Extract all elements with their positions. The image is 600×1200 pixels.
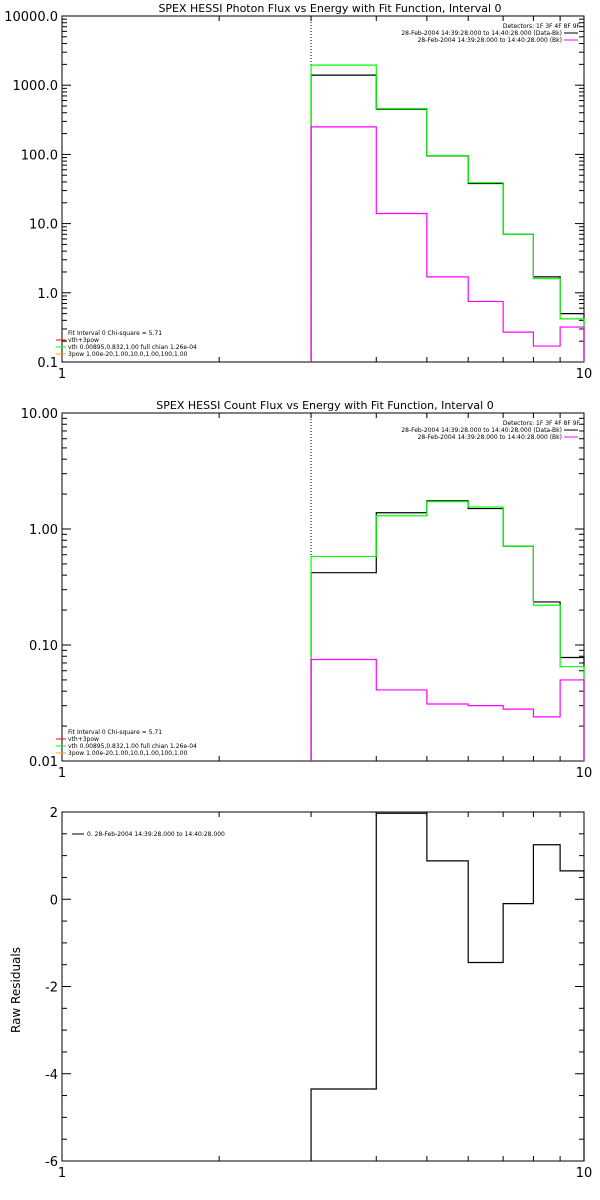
legend-bottom-entry: 3pow 1.00e-20,1.00,10.0,1.00,100,1.00 — [68, 750, 188, 757]
legend-top-entry: 28-Feb-2004 14:39:28.000 to 14:40:28.000… — [418, 434, 562, 441]
legend-bottom-entry: vth 0.00895,0.832,1.00 full chian 1.26e-… — [68, 743, 197, 750]
y-tick-label: -4 — [45, 1068, 58, 1083]
count-flux-panel: SPEX HESSI Count Flux vs Energy with Fit… — [21, 399, 592, 781]
y-tick-label: 1.00 — [29, 523, 58, 538]
legend-bottom-entry: vth+3pow — [68, 736, 99, 743]
legend-bottom-entry: 3pow 1.00e-20,1.00,10.0,1.00,100,1.00 — [68, 351, 188, 358]
series-line-1 — [310, 64, 585, 362]
y-tick-label: 100.0 — [21, 148, 58, 163]
legend-bottom-entry: vth 0.00895,0.832,1.00 full chian 1.26e-… — [68, 344, 197, 351]
y-tick-label: 0 — [50, 893, 58, 908]
x-tick-label: 10 — [576, 766, 593, 781]
detectors-label: Detectors: 1F 3F 4F 8F 9F — [503, 23, 581, 30]
legend-top-entry: 28-Feb-2004 14:39:28.000 to 14:40:28.000… — [401, 30, 562, 37]
y-tick-label: -2 — [45, 981, 58, 996]
x-tick-label: 10 — [576, 367, 593, 382]
count-flux-plot: 1 10 0.01 0.10 1.00 10.00 Detectors: 1F 3F 4F … — [21, 407, 592, 781]
series-line-1 — [310, 501, 585, 761]
x-tick-label: 10 — [576, 1166, 593, 1181]
y-tick-label: 0.01 — [29, 755, 58, 770]
photon-flux-title: SPEX HESSI Photon Flux vs Energy with Fi… — [158, 2, 501, 15]
residuals-plot: 1 10 -6 -4 -2 0 2 0. 28-Feb-2004 14:39:28.000 t… — [45, 806, 592, 1181]
legend-top-entry: 28-Feb-2004 14:39:28.000 to 14:40:28.000… — [418, 37, 562, 44]
detectors-label: Detectors: 1F 3F 4F 8F 9F — [503, 420, 581, 427]
y-tick-label: 10000.0 — [4, 10, 58, 25]
legend-bottom-entry: Fit Interval 0 Chi-square = 5.71 — [68, 729, 162, 736]
x-tick-label: 1 — [58, 766, 66, 781]
plot-frame — [61, 412, 585, 762]
y-tick-label: 2 — [50, 806, 58, 821]
legend-bottom-entry: vth+3pow — [68, 337, 99, 344]
y-tick-label: -6 — [45, 1155, 58, 1170]
y-tick-label: 10.00 — [21, 407, 58, 422]
residuals-y-axis-label: Raw Residuals — [9, 947, 23, 1033]
series-line-0 — [310, 812, 585, 1161]
residuals-panel: Raw Residuals 1 10 -6 -4 -2 0 2 0. 28-Feb-2004 … — [9, 806, 592, 1181]
x-tick-label: 1 — [58, 1166, 66, 1181]
y-tick-label: 10.0 — [29, 218, 58, 233]
count-flux-title: SPEX HESSI Count Flux vs Energy with Fit… — [156, 399, 493, 412]
series-line-2 — [310, 126, 585, 362]
legend-bottom-entry: Fit Interval 0 Chi-square = 5.71 — [68, 330, 162, 337]
y-tick-label: 1.0 — [37, 287, 58, 302]
x-tick-label: 1 — [58, 367, 66, 382]
photon-flux-plot: 1 10 0.1 1.0 10.0 100.0 1000.0 10000.0 Detectors… — [4, 10, 592, 382]
series-line-2 — [310, 658, 585, 761]
y-tick-label: 0.10 — [29, 639, 58, 654]
legend-top-entry: 0. 28-Feb-2004 14:39:28.000 to 14:40:28.… — [87, 831, 225, 838]
legend-top-entry: 28-Feb-2004 14:39:28.000 to 14:40:28.000… — [401, 427, 562, 434]
plot-frame — [61, 15, 585, 363]
photon-flux-panel: SPEX HESSI Photon Flux vs Energy with Fi… — [4, 2, 592, 382]
y-tick-label: 0.1 — [37, 356, 58, 371]
y-tick-label: 1000.0 — [13, 79, 59, 94]
